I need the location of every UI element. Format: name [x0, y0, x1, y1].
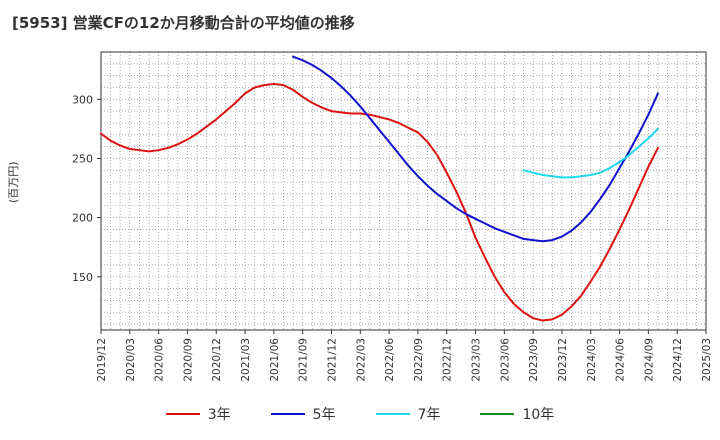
legend-swatch-5y — [270, 413, 305, 415]
x-tick-label: 2024/09 — [643, 338, 655, 382]
line-chart: 150 200 250 300 2019/12 2020/03 2020/06 2020/09… — [72, 51, 713, 382]
x-tick-label: 2023/12 — [557, 338, 569, 382]
x-tick-label: 2020/03 — [125, 338, 137, 382]
x-tick-label: 2022/12 — [442, 338, 454, 382]
x-tick-label: 2024/12 — [672, 338, 684, 382]
legend-swatch-7y — [375, 413, 410, 415]
y-tick-label: 250 — [72, 152, 93, 165]
plot-frame — [100, 51, 707, 331]
y-tick-label: 200 — [72, 212, 93, 225]
legend: 3年 5年 7年 10年 — [0, 404, 720, 424]
x-tick-label: 2023/03 — [471, 338, 483, 382]
x-tick-label: 2022/09 — [413, 338, 425, 382]
x-tick-label: 2025/03 — [701, 338, 713, 382]
y-tick-label: 150 — [72, 271, 93, 284]
x-tick-label: 2021/06 — [269, 338, 281, 382]
legend-item-10y: 10年 — [480, 404, 554, 424]
y-tick-label: 300 — [72, 93, 93, 106]
legend-item-3y: 3年 — [165, 404, 231, 424]
legend-label-10y: 10年 — [522, 407, 555, 423]
x-tick-label: 2020/06 — [154, 338, 166, 382]
x-tick-label: 2024/03 — [586, 338, 598, 382]
legend-label-7y: 7年 — [417, 407, 441, 423]
legend-swatch-10y — [480, 413, 515, 415]
x-tick-label: 2021/03 — [240, 338, 252, 382]
x-tick-label: 2024/06 — [615, 338, 627, 382]
x-tick-label: 2021/12 — [326, 338, 338, 382]
legend-item-7y: 7年 — [375, 404, 441, 424]
series-line-3y — [100, 82, 659, 322]
x-tick-label: 2019/12 — [96, 338, 108, 382]
x-tick-label: 2022/03 — [355, 338, 367, 382]
chart-title: [5953] 営業CFの12か月移動合計の平均値の推移 — [12, 14, 355, 32]
legend-label-5y: 5年 — [312, 407, 336, 423]
x-tick-label: 2020/09 — [182, 338, 194, 382]
series-line-5y — [292, 55, 659, 243]
x-tick-label: 2021/09 — [298, 338, 310, 382]
x-tick-label: 2023/09 — [528, 338, 540, 382]
series-line-7y — [522, 127, 659, 179]
x-tick-label: 2023/06 — [499, 338, 511, 382]
x-tick-label: 2020/12 — [211, 338, 223, 382]
x-tick-label: 2022/06 — [384, 338, 396, 382]
legend-item-5y: 5年 — [270, 404, 336, 424]
legend-label-3y: 3年 — [207, 407, 231, 423]
legend-swatch-3y — [165, 413, 200, 415]
